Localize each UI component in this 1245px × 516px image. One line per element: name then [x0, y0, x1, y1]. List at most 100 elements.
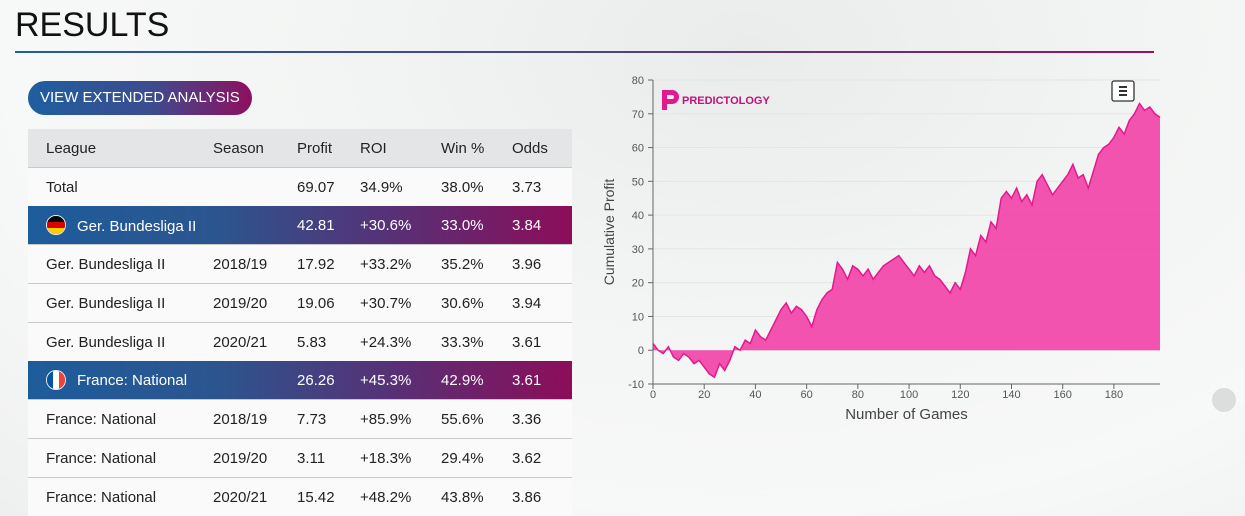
brand-label: PREDICTOLOGY [682, 95, 770, 107]
cell-season: 2020/21 [213, 488, 268, 506]
chart-menu-button[interactable] [1111, 80, 1135, 102]
chart-axes: -10 0 10 20 30 40 50 60 70 80 0 20 40 60 80 100 120 140 16… [628, 75, 1160, 401]
y-tick-label: 70 [632, 109, 644, 121]
cell-league-group: Ger. Bundesliga II [28, 206, 213, 245]
cell-profit: 42.81 [297, 216, 335, 234]
page-title: RESULTS [15, 6, 170, 44]
menu-bar [1119, 90, 1127, 92]
cell-season [213, 206, 297, 245]
x-axis-label: Number of Games [845, 406, 968, 423]
y-tick-label: 20 [632, 278, 644, 290]
y-tick-label: -10 [628, 379, 644, 391]
cell-season [213, 361, 297, 400]
cell-win: 30.6% [441, 294, 484, 312]
france-flag-icon [46, 370, 66, 390]
cell-season: 2018/19 [213, 410, 268, 428]
cell-odds: 3.62 [512, 449, 542, 467]
cell-profit: 26.26 [297, 371, 335, 389]
cell-win: 43.8% [441, 488, 484, 506]
table-row: Ger. Bundesliga II 2020/21 5.83 +24.3% 3… [28, 322, 572, 361]
cell-roi: 34.9% [360, 178, 403, 196]
cell-league: Ger. Bundesliga II [46, 294, 166, 312]
cell-season: 2019/20 [213, 449, 268, 467]
y-tick-label: 10 [632, 311, 644, 323]
cell-win: 35.2% [441, 255, 484, 273]
header-profit[interactable]: Profit [297, 139, 333, 157]
cell-odds: 3.86 [512, 488, 542, 506]
table-row: France: National 2020/21 15.42 +48.2% 43… [28, 477, 572, 516]
x-tick-label: 80 [852, 389, 864, 401]
x-tick-label: 0 [650, 389, 656, 401]
cell-win: 33.0% [441, 216, 484, 234]
y-tick-label: 80 [632, 75, 644, 87]
cell-roi: +48.2% [360, 488, 412, 506]
cell-win: 42.9% [441, 371, 484, 389]
cell-profit: 17.92 [297, 255, 335, 273]
profit-chart: -10 0 10 20 30 40 50 60 70 80 0 20 40 60 80 100 120 140 16… [598, 66, 1178, 436]
header-win[interactable]: Win % [441, 139, 485, 157]
cell-roi: +45.3% [360, 371, 412, 389]
table-row: France: National 2019/20 3.11 +18.3% 29.… [28, 438, 572, 478]
view-extended-analysis-button[interactable]: VIEW EXTENDED ANALYSIS [28, 81, 252, 115]
header-odds[interactable]: Odds [512, 139, 548, 157]
cell-odds: 3.61 [512, 333, 542, 351]
cell-odds: 3.73 [512, 178, 542, 196]
predictology-logo: PREDICTOLOGY [662, 90, 770, 110]
header-season[interactable]: Season [213, 139, 264, 157]
cell-win: 29.4% [441, 449, 484, 467]
profit-chart-svg: -10 0 10 20 30 40 50 60 70 80 0 20 40 60 80 100 120 140 16… [601, 75, 1161, 423]
cell-odds: 3.94 [512, 294, 542, 312]
y-tick-label: 40 [632, 210, 644, 222]
header-league[interactable]: League [46, 139, 97, 157]
cell-season: 2018/19 [213, 255, 268, 273]
cell-season [213, 168, 297, 207]
cell-win: 33.3% [441, 333, 484, 351]
table-header-row: League Season Profit ROI Win % Odds [28, 129, 572, 168]
cell-profit: 3.11 [297, 449, 326, 467]
table-row-total: Total 69.07 34.9% 38.0% 3.73 [28, 167, 572, 207]
x-tick-label: 40 [749, 389, 761, 401]
profit-area [653, 103, 1160, 378]
cell-profit: 7.73 [297, 410, 327, 428]
y-tick-label: 50 [632, 176, 644, 188]
table-row: France: National 2018/19 7.73 +85.9% 55.… [28, 399, 572, 439]
x-tick-label: 140 [1002, 389, 1020, 401]
cell-league: France: National [46, 410, 157, 428]
y-tick-label: 0 [638, 345, 644, 357]
cell-season: 2019/20 [213, 294, 268, 312]
cell-odds: 3.36 [512, 410, 542, 428]
cell-roi: +30.6% [360, 216, 412, 234]
header-roi[interactable]: ROI [360, 139, 387, 157]
cell-win: 38.0% [441, 178, 484, 196]
table-row: Ger. Bundesliga II 2018/19 17.92 +33.2% … [28, 244, 572, 284]
cell-roi: +85.9% [360, 410, 412, 428]
cell-odds: 3.84 [512, 216, 542, 234]
chart-series [652, 102, 1161, 379]
cell-profit: 5.83 [297, 333, 327, 351]
predictology-logo-icon [662, 90, 679, 110]
table-row: Ger. Bundesliga II 2019/20 19.06 +30.7% … [28, 283, 572, 323]
cell-league: France: National [46, 449, 157, 467]
cell-profit: 19.06 [297, 294, 335, 312]
cell-league: Total [46, 178, 78, 196]
table-row-group-france[interactable]: France: National 26.26 +45.3% 42.9% 3.61 [28, 361, 572, 400]
x-tick-label: 160 [1054, 389, 1072, 401]
x-tick-label: 120 [951, 389, 969, 401]
y-tick-label: 30 [632, 244, 644, 256]
background-decoration [1212, 388, 1236, 412]
x-tick-label: 20 [698, 389, 710, 401]
cell-season: 2020/21 [213, 333, 268, 351]
cell-roi: +33.2% [360, 255, 412, 273]
cell-league: France: National [46, 488, 157, 506]
cell-odds: 3.61 [512, 371, 542, 389]
x-tick-label: 180 [1105, 389, 1123, 401]
menu-bar [1119, 86, 1127, 88]
cell-roi: +30.7% [360, 294, 412, 312]
cell-league: Ger. Bundesliga II [77, 218, 197, 235]
cell-profit: 69.07 [297, 178, 335, 196]
germany-flag-icon [46, 215, 66, 235]
cell-odds: 3.96 [512, 255, 542, 273]
table-row-group-germany[interactable]: Ger. Bundesliga II 42.81 +30.6% 33.0% 3.… [28, 206, 572, 245]
x-tick-label: 100 [900, 389, 918, 401]
y-axis-label: Cumulative Profit [601, 179, 617, 286]
